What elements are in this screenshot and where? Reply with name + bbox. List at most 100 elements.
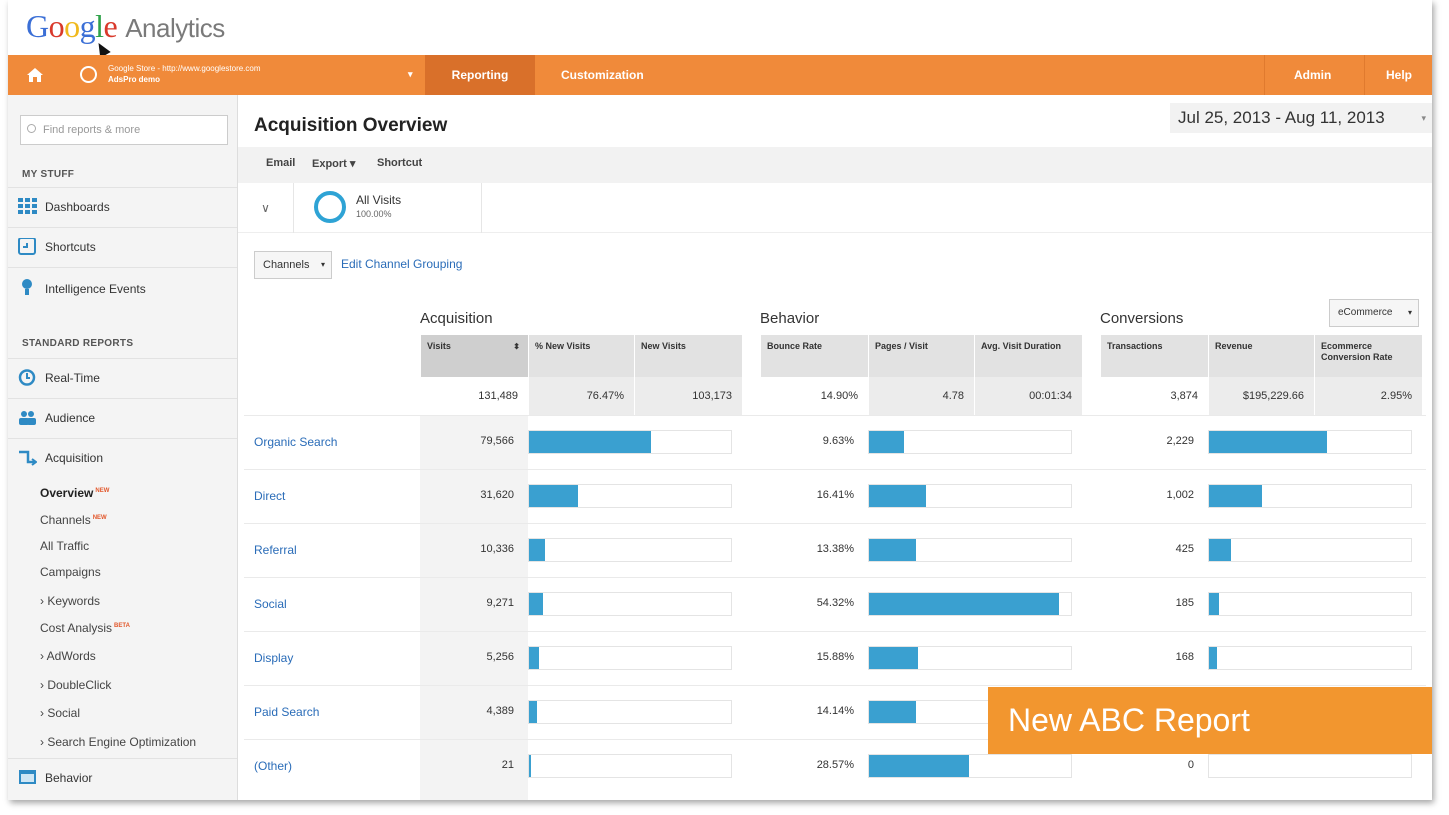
bar-track: [1208, 646, 1412, 670]
segment-bar: ∨ All Visits 100.00%: [238, 183, 1432, 233]
account-selector[interactable]: Google Store - http://www.googlestore.co…: [108, 64, 261, 84]
bar-fill: [1209, 539, 1232, 561]
bar-fill: [529, 647, 540, 669]
column-header-avg-visit-duration[interactable]: Avg. Visit Duration: [974, 335, 1082, 377]
total-new-visits: 103,173: [634, 377, 742, 415]
sidebar-subitem-seo[interactable]: › Search Engine Optimization: [40, 735, 197, 749]
edit-channel-grouping-link[interactable]: Edit Channel Grouping: [341, 257, 463, 271]
channel-link[interactable]: Organic Search: [254, 435, 338, 449]
bar-fill: [529, 755, 531, 777]
divider: [1264, 55, 1265, 95]
channel-link[interactable]: (Other): [254, 759, 293, 773]
bar-fill: [869, 647, 918, 669]
email-button[interactable]: Email: [266, 157, 296, 169]
chevron-down-icon: ▾: [320, 260, 325, 269]
sidebar-item-behavior[interactable]: Behavior: [8, 758, 237, 796]
clock-icon: [18, 369, 36, 386]
segment-all-visits[interactable]: All Visits 100.00%: [294, 183, 482, 233]
report-toolbar: Email Export ▾ Shortcut: [238, 147, 1432, 183]
sidebar-subitem-campaigns[interactable]: Campaigns: [40, 565, 101, 579]
divider: [1364, 55, 1365, 95]
sidebar-subitem-doubleclick[interactable]: › DoubleClick: [40, 678, 112, 692]
ga-window: Google Analytics Google Store - http://ww…: [8, 0, 1432, 800]
sort-desc-icon: ⬍: [513, 342, 520, 351]
bar-fill: [869, 755, 969, 777]
column-header-visits[interactable]: Visits ⬍: [420, 335, 528, 377]
bar-track: [868, 538, 1072, 562]
bar-fill: [869, 593, 1059, 615]
section-heading-standard-reports: STANDARD REPORTS: [22, 338, 134, 349]
search-icon: [27, 124, 36, 133]
bar-track: [1208, 754, 1412, 778]
tab-customization[interactable]: Customization: [561, 68, 644, 82]
sidebar-subitem-keywords[interactable]: › Keywords: [40, 594, 101, 608]
chevron-down-icon[interactable]: ∨: [238, 183, 294, 233]
home-icon[interactable]: [26, 66, 44, 84]
total-avg-visit-duration: 00:01:34: [974, 377, 1082, 415]
column-header-bounce-rate[interactable]: Bounce Rate: [760, 335, 868, 377]
bar-track: [1208, 538, 1412, 562]
chevron-down-icon: ▾: [1407, 308, 1412, 317]
sidebar-subitem-social[interactable]: › Social: [40, 706, 81, 720]
row-divider: [244, 469, 1426, 470]
total-pct-new-visits: 76.47%: [528, 377, 634, 415]
export-button[interactable]: Export ▾: [312, 158, 356, 170]
sidebar-subitem-adwords[interactable]: › AdWords: [40, 649, 96, 663]
sidebar-item-real-time[interactable]: Real-Time: [8, 358, 237, 396]
cell-value: 16.41%: [816, 489, 854, 501]
column-header-pct-new-visits[interactable]: % New Visits: [528, 335, 634, 377]
column-header-transactions[interactable]: Transactions: [1100, 335, 1208, 377]
chevron-down-icon[interactable]: ▾: [408, 69, 413, 79]
shortcut-button[interactable]: Shortcut: [377, 157, 423, 169]
group-label-conversions: Conversions: [1100, 310, 1184, 327]
globe-icon: [80, 66, 97, 83]
column-header-revenue[interactable]: Revenue: [1208, 335, 1314, 377]
sidebar-subitem-all-traffic[interactable]: All Traffic: [40, 539, 90, 553]
help-link[interactable]: Help: [1386, 68, 1413, 82]
cell-value: 2,229: [1166, 435, 1194, 447]
sidebar-item-acquisition[interactable]: Acquisition: [8, 438, 237, 476]
bar-fill: [529, 701, 538, 723]
sidebar-item-shortcuts[interactable]: Shortcuts: [8, 227, 237, 265]
page-title: Acquisition Overview: [254, 115, 448, 136]
people-icon: [19, 411, 36, 425]
channel-link[interactable]: Social: [254, 597, 287, 611]
bar-fill: [1209, 485, 1263, 507]
row-divider: [244, 523, 1426, 524]
conversion-type-dropdown[interactable]: eCommerce ▾: [1329, 299, 1419, 327]
sidebar: Find reports & more MY STUFF Dashboards …: [8, 95, 238, 800]
sidebar-subitem-cost-analysis[interactable]: Cost Analysis BETA: [40, 621, 130, 635]
search-input[interactable]: Find reports & more: [20, 115, 228, 145]
segment-ring-icon: [314, 191, 346, 223]
sidebar-subitem-overview[interactable]: Overview NEW: [40, 486, 110, 500]
google-analytics-logo[interactable]: Google Analytics: [26, 8, 225, 44]
bar-track: [868, 430, 1072, 454]
sidebar-item-intelligence-events[interactable]: Intelligence Events: [8, 267, 237, 309]
bar-track: [868, 754, 1072, 778]
cell-value: 168: [1175, 651, 1194, 663]
cell-value: 9,271: [486, 597, 514, 609]
channel-link[interactable]: Direct: [254, 489, 286, 503]
date-range-picker[interactable]: Jul 25, 2013 - Aug 11, 2013 ▾: [1170, 103, 1432, 133]
top-navigation: Google Store - http://www.googlestore.co…: [8, 55, 1432, 95]
sidebar-item-audience[interactable]: Audience: [8, 398, 237, 436]
sidebar-item-dashboards[interactable]: Dashboards: [8, 187, 237, 225]
report-title-banner: New ABC Report: [988, 687, 1432, 754]
column-header-ecommerce-conversion-rate[interactable]: Ecommerce Conversion Rate: [1314, 335, 1422, 377]
bar-fill: [1209, 593, 1220, 615]
cell-value: 10,336: [480, 543, 514, 555]
cell-value: 21: [501, 759, 514, 771]
sidebar-subitem-channels[interactable]: Channels NEW: [40, 513, 107, 527]
channel-link[interactable]: Paid Search: [254, 705, 320, 719]
cell-value: 0: [1187, 759, 1194, 771]
bar-fill: [529, 593, 544, 615]
total-bounce-rate: 14.90%: [760, 377, 868, 415]
column-header-new-visits[interactable]: New Visits: [634, 335, 742, 377]
logo-bar: Google Analytics: [8, 0, 1432, 59]
tab-reporting[interactable]: Reporting: [425, 55, 535, 95]
column-header-pages-per-visit[interactable]: Pages / Visit: [868, 335, 974, 377]
channel-link[interactable]: Referral: [254, 543, 297, 557]
admin-link[interactable]: Admin: [1294, 68, 1332, 82]
channel-link[interactable]: Display: [254, 651, 294, 665]
channels-dropdown[interactable]: Channels ▾: [254, 251, 332, 279]
